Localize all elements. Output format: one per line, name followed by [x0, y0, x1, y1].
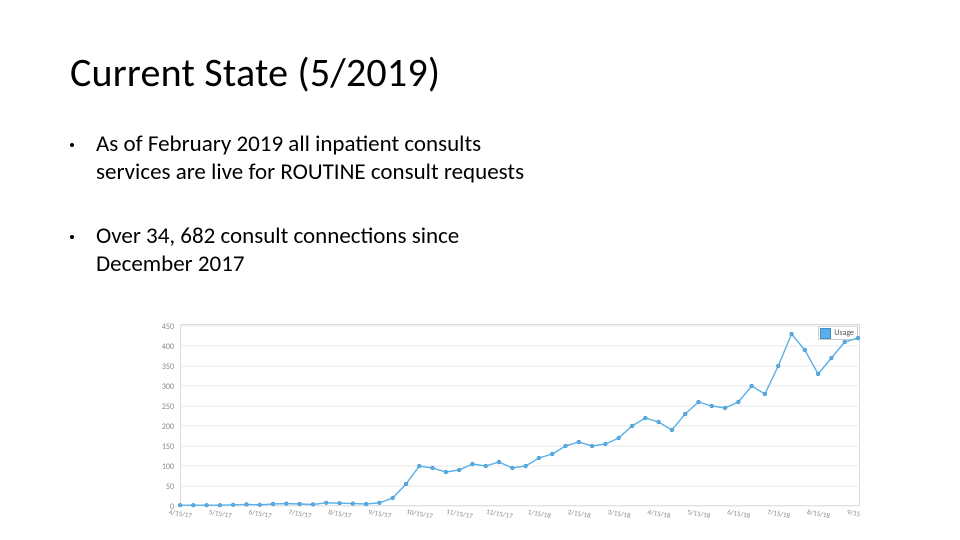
bullet-dot-icon: [70, 235, 74, 239]
bullet-text: Over 34, 682 consult connections since D…: [96, 222, 530, 278]
svg-text:300: 300: [162, 382, 174, 392]
svg-text:5/15/17: 5/15/17: [208, 507, 233, 520]
svg-text:5/15/18: 5/15/18: [687, 507, 712, 520]
svg-text:8/15/18: 8/15/18: [806, 507, 831, 520]
svg-text:400: 400: [162, 342, 174, 352]
usage-chart: Usage 0501001502002503003504004504/15/17…: [140, 320, 860, 520]
bullet-item: Over 34, 682 consult connections since D…: [70, 222, 530, 278]
svg-text:250: 250: [162, 402, 174, 412]
svg-text:6/15/17: 6/15/17: [248, 507, 273, 520]
slide-title: Current State (5/2019): [70, 48, 440, 97]
svg-text:3/15/18: 3/15/18: [607, 507, 632, 520]
slide: Current State (5/2019) As of February 20…: [0, 0, 960, 540]
bullet-item: As of February 2019 all inpatient consul…: [70, 130, 530, 186]
svg-text:7/15/17: 7/15/17: [288, 507, 313, 520]
svg-text:9/15/17: 9/15/17: [368, 507, 393, 520]
chart-svg: 0501001502002503003504004504/15/175/15/1…: [140, 320, 860, 520]
svg-text:2/15/18: 2/15/18: [567, 507, 592, 520]
bullet-text: As of February 2019 all inpatient consul…: [96, 130, 530, 186]
svg-text:4/15/17: 4/15/17: [168, 507, 193, 520]
svg-text:1/15/18: 1/15/18: [527, 507, 552, 520]
svg-text:8/15/17: 8/15/17: [328, 507, 353, 520]
bullet-list: As of February 2019 all inpatient consul…: [70, 130, 530, 314]
svg-text:450: 450: [162, 322, 174, 332]
svg-text:6/15/18: 6/15/18: [727, 507, 752, 520]
svg-text:150: 150: [162, 442, 174, 452]
svg-text:50: 50: [166, 482, 174, 492]
svg-text:10/15/17: 10/15/17: [406, 507, 434, 520]
svg-text:9/15/18: 9/15/18: [846, 507, 860, 520]
svg-text:100: 100: [162, 462, 174, 472]
svg-text:11/15/17: 11/15/17: [446, 507, 474, 520]
svg-text:12/15/17: 12/15/17: [486, 507, 514, 520]
svg-text:200: 200: [162, 422, 174, 432]
svg-text:7/15/18: 7/15/18: [766, 507, 791, 520]
bullet-dot-icon: [70, 143, 74, 147]
svg-text:4/15/18: 4/15/18: [647, 507, 672, 520]
svg-text:350: 350: [162, 362, 174, 372]
